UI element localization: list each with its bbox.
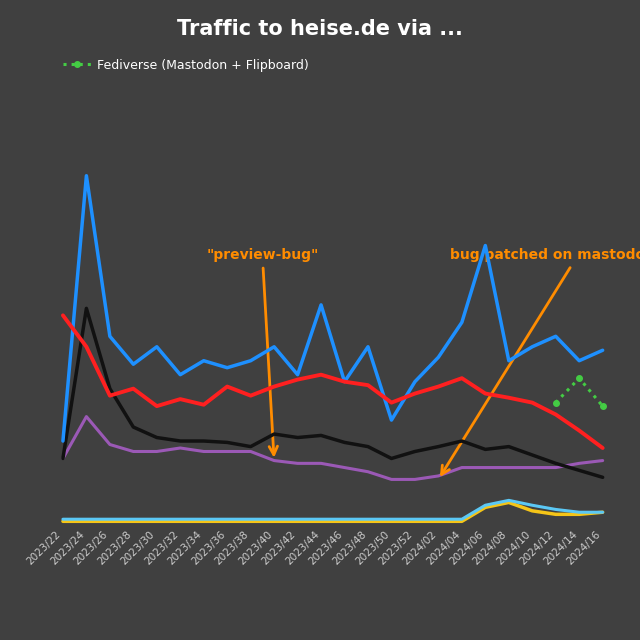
Text: "preview-bug": "preview-bug"	[206, 248, 319, 454]
Text: Traffic to heise.de via ...: Traffic to heise.de via ...	[177, 19, 463, 39]
Text: bug patched on mastodon.social: bug patched on mastodon.social	[442, 248, 640, 474]
Legend: Fediverse (Mastodon + Flipboard): Fediverse (Mastodon + Flipboard)	[63, 59, 308, 72]
